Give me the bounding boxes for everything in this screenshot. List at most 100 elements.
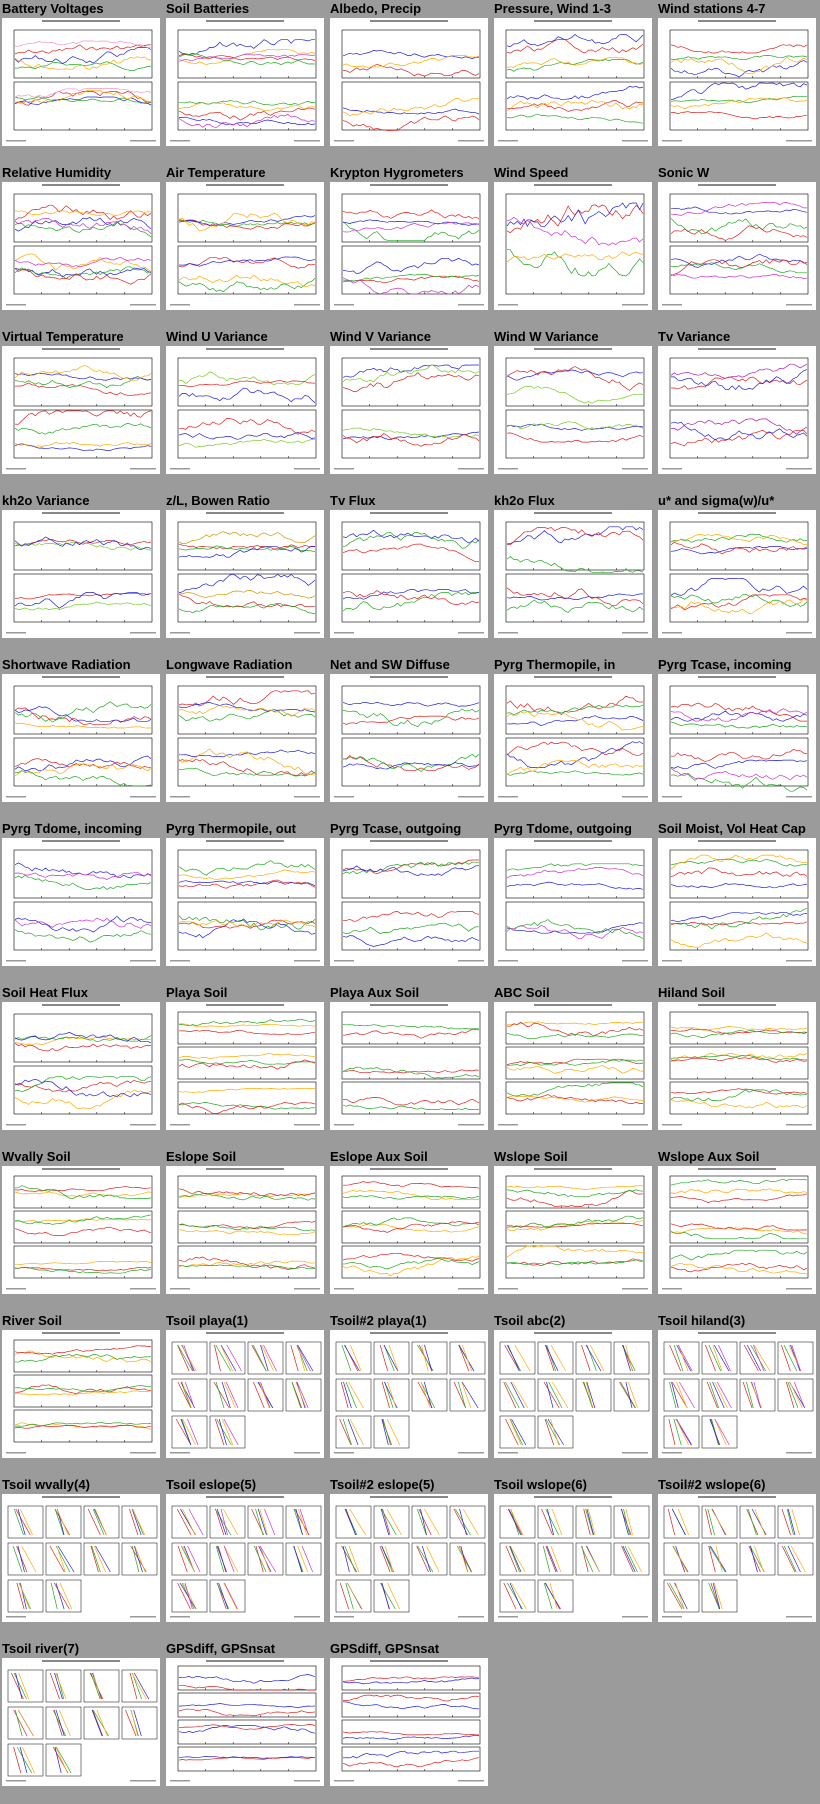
plot-title-link[interactable]: Air Temperature xyxy=(166,165,266,180)
plot-thumbnail[interactable] xyxy=(166,1658,324,1786)
plot-thumbnail[interactable] xyxy=(330,1658,488,1786)
plot-thumbnail[interactable] xyxy=(2,1002,160,1130)
plot-title-link[interactable]: GPSdiff, GPSnsat xyxy=(166,1641,276,1656)
plot-title-link[interactable]: Longwave Radiation xyxy=(166,657,293,672)
plot-title-link[interactable]: u* and sigma(w)/u* xyxy=(658,493,775,508)
plot-thumbnail[interactable] xyxy=(658,674,816,802)
plot-title-link[interactable]: Tsoil#2 playa(1) xyxy=(330,1313,427,1328)
plot-title-link[interactable]: Tsoil#2 wslope(6) xyxy=(658,1477,766,1492)
plot-title-link[interactable]: Virtual Temperature xyxy=(2,329,124,344)
plot-thumbnail[interactable] xyxy=(658,182,816,310)
plot-title-link[interactable]: Pyrg Tdome, outgoing xyxy=(494,821,632,836)
plot-title-link[interactable]: Wind V Variance xyxy=(330,329,432,344)
plot-title-link[interactable]: Soil Heat Flux xyxy=(2,985,88,1000)
plot-title-link[interactable]: Sonic W xyxy=(658,165,710,180)
plot-thumbnail[interactable] xyxy=(330,18,488,146)
plot-title-link[interactable]: z/L, Bowen Ratio xyxy=(166,493,270,508)
plot-thumbnail[interactable] xyxy=(166,838,324,966)
plot-title-link[interactable]: Net and SW Diffuse xyxy=(330,657,450,672)
plot-title-link[interactable]: Tv Variance xyxy=(658,329,731,344)
plot-thumbnail[interactable] xyxy=(330,1002,488,1130)
plot-title-link[interactable]: Albedo, Precip xyxy=(330,1,422,16)
plot-title-link[interactable]: Playa Soil xyxy=(166,985,228,1000)
plot-thumbnail[interactable] xyxy=(330,674,488,802)
plot-thumbnail[interactable] xyxy=(2,1166,160,1294)
plot-title-link[interactable]: ABC Soil xyxy=(494,985,550,1000)
plot-title-link[interactable]: Tsoil eslope(5) xyxy=(166,1477,257,1492)
plot-title-link[interactable]: Pyrg Tdome, incoming xyxy=(2,821,143,836)
plot-thumbnail[interactable] xyxy=(330,838,488,966)
plot-title-link[interactable]: Wslope Aux Soil xyxy=(658,1149,760,1164)
plot-thumbnail[interactable] xyxy=(330,510,488,638)
plot-thumbnail[interactable] xyxy=(166,18,324,146)
plot-title-link[interactable]: River Soil xyxy=(2,1313,62,1328)
plot-title-link[interactable]: Soil Batteries xyxy=(166,1,250,16)
plot-thumbnail[interactable] xyxy=(494,1494,652,1622)
plot-thumbnail[interactable] xyxy=(494,1330,652,1458)
plot-thumbnail[interactable] xyxy=(166,182,324,310)
plot-title-link[interactable]: Soil Moist, Vol Heat Cap xyxy=(658,821,806,836)
plot-thumbnail[interactable] xyxy=(330,1330,488,1458)
plot-thumbnail[interactable] xyxy=(494,674,652,802)
plot-thumbnail[interactable] xyxy=(2,1330,160,1458)
plot-title-link[interactable]: Wind W Variance xyxy=(494,329,599,344)
plot-title-link[interactable]: Pyrg Tcase, outgoing xyxy=(330,821,462,836)
plot-thumbnail[interactable] xyxy=(494,510,652,638)
plot-title-link[interactable]: GPSdiff, GPSnsat xyxy=(330,1641,440,1656)
plot-thumbnail[interactable] xyxy=(2,18,160,146)
plot-thumbnail[interactable] xyxy=(2,346,160,474)
plot-title-link[interactable]: Pyrg Thermopile, in xyxy=(494,657,616,672)
plot-thumbnail[interactable] xyxy=(494,838,652,966)
plot-thumbnail[interactable] xyxy=(494,1002,652,1130)
plot-title-link[interactable]: Wslope Soil xyxy=(494,1149,568,1164)
plot-thumbnail[interactable] xyxy=(166,674,324,802)
plot-title-link[interactable]: Pyrg Thermopile, out xyxy=(166,821,297,836)
plot-title-link[interactable]: Battery Voltages xyxy=(2,1,104,16)
plot-title-link[interactable]: Relative Humidity xyxy=(2,165,112,180)
plot-thumbnail[interactable] xyxy=(330,1166,488,1294)
plot-title-link[interactable]: kh2o Variance xyxy=(2,493,90,508)
plot-title-link[interactable]: Shortwave Radiation xyxy=(2,657,131,672)
plot-title-link[interactable]: Pressure, Wind 1-3 xyxy=(494,1,611,16)
plot-thumbnail[interactable] xyxy=(166,1330,324,1458)
plot-title-link[interactable]: Hiland Soil xyxy=(658,985,726,1000)
plot-title-link[interactable]: Wind Speed xyxy=(494,165,569,180)
plot-thumbnail[interactable] xyxy=(2,510,160,638)
plot-thumbnail[interactable] xyxy=(2,182,160,310)
plot-thumbnail[interactable] xyxy=(658,510,816,638)
plot-thumbnail[interactable] xyxy=(658,1002,816,1130)
plot-thumbnail[interactable] xyxy=(2,1658,160,1786)
plot-title-link[interactable]: Tv Flux xyxy=(330,493,376,508)
plot-title-link[interactable]: Tsoil wvally(4) xyxy=(2,1477,90,1492)
plot-title-link[interactable]: Eslope Aux Soil xyxy=(330,1149,428,1164)
plot-thumbnail[interactable] xyxy=(330,182,488,310)
plot-title-link[interactable]: Tsoil#2 eslope(5) xyxy=(330,1477,435,1492)
plot-thumbnail[interactable] xyxy=(658,1166,816,1294)
plot-thumbnail[interactable] xyxy=(658,1330,816,1458)
plot-title-link[interactable]: Krypton Hygrometers xyxy=(330,165,464,180)
plot-thumbnail[interactable] xyxy=(658,1494,816,1622)
plot-thumbnail[interactable] xyxy=(2,674,160,802)
plot-title-link[interactable]: Tsoil hiland(3) xyxy=(658,1313,746,1328)
plot-thumbnail[interactable] xyxy=(494,1166,652,1294)
plot-thumbnail[interactable] xyxy=(2,838,160,966)
plot-title-link[interactable]: Pyrg Tcase, incoming xyxy=(658,657,792,672)
plot-thumbnail[interactable] xyxy=(658,838,816,966)
plot-thumbnail[interactable] xyxy=(494,18,652,146)
plot-thumbnail[interactable] xyxy=(330,346,488,474)
plot-thumbnail[interactable] xyxy=(166,1002,324,1130)
plot-title-link[interactable]: Wind stations 4-7 xyxy=(658,1,766,16)
plot-title-link[interactable]: Tsoil wslope(6) xyxy=(494,1477,587,1492)
plot-thumbnail[interactable] xyxy=(166,510,324,638)
plot-thumbnail[interactable] xyxy=(166,1494,324,1622)
plot-thumbnail[interactable] xyxy=(330,1494,488,1622)
plot-thumbnail[interactable] xyxy=(494,182,652,310)
plot-thumbnail[interactable] xyxy=(166,1166,324,1294)
plot-title-link[interactable]: Playa Aux Soil xyxy=(330,985,420,1000)
plot-thumbnail[interactable] xyxy=(166,346,324,474)
plot-title-link[interactable]: Eslope Soil xyxy=(166,1149,237,1164)
plot-thumbnail[interactable] xyxy=(658,346,816,474)
plot-thumbnail[interactable] xyxy=(2,1494,160,1622)
plot-thumbnail[interactable] xyxy=(658,18,816,146)
plot-title-link[interactable]: Tsoil playa(1) xyxy=(166,1313,249,1328)
